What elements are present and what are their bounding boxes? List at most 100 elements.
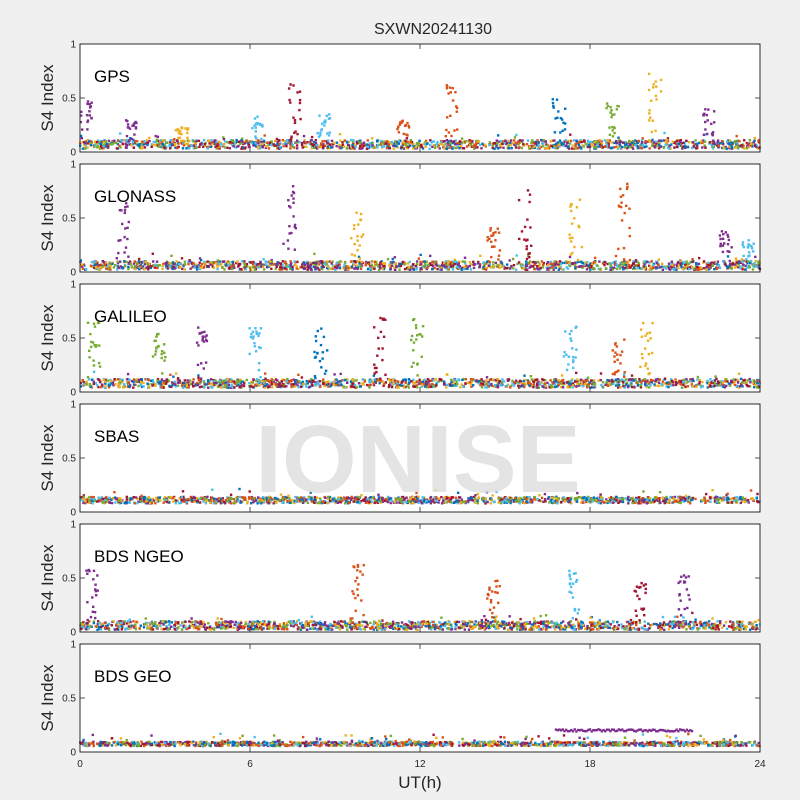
- spike-point: [620, 219, 624, 222]
- spike-point: [314, 335, 317, 338]
- spike-point: [360, 260, 363, 264]
- spike-point: [161, 372, 164, 375]
- data-point: [449, 261, 453, 264]
- data-point: [478, 264, 482, 267]
- data-point: [231, 260, 235, 264]
- data-point: [172, 375, 175, 378]
- data-point: [347, 265, 350, 268]
- data-point: [211, 386, 214, 389]
- spike-point: [154, 353, 157, 356]
- data-point: [458, 266, 462, 270]
- data-point: [396, 380, 400, 383]
- data-point: [621, 266, 625, 269]
- spike-point: [711, 131, 715, 134]
- data-point: [104, 385, 107, 388]
- data-point: [725, 265, 729, 268]
- data-point: [382, 141, 385, 145]
- data-point: [716, 263, 719, 266]
- data-point: [162, 379, 165, 383]
- data-point: [726, 255, 730, 258]
- data-point: [121, 381, 124, 384]
- data-point: [592, 266, 595, 270]
- spike-point: [649, 337, 652, 340]
- data-point: [606, 378, 609, 382]
- spike-point: [568, 236, 572, 240]
- data-point: [405, 137, 409, 140]
- data-point: [650, 140, 653, 143]
- data-point: [391, 257, 394, 261]
- data-point: [578, 384, 581, 387]
- data-point: [169, 145, 172, 148]
- data-point: [229, 380, 232, 383]
- data-point: [631, 146, 634, 149]
- spike-point: [314, 376, 317, 380]
- data-point: [724, 380, 727, 383]
- data-point: [486, 386, 489, 389]
- data-point: [482, 143, 485, 147]
- data-point: [303, 139, 306, 142]
- spike-point: [621, 194, 625, 197]
- data-point: [386, 142, 389, 145]
- data-point: [212, 266, 216, 269]
- data-point: [389, 267, 392, 271]
- data-point: [554, 263, 557, 266]
- data-point: [591, 386, 594, 389]
- data-point: [656, 141, 659, 144]
- data-point: [453, 260, 457, 263]
- data-point: [570, 379, 573, 382]
- data-point: [207, 382, 211, 385]
- data-point: [687, 268, 691, 271]
- data-point: [310, 142, 313, 146]
- data-point: [721, 385, 725, 388]
- spike-point: [253, 117, 257, 120]
- data-point: [463, 256, 467, 259]
- data-point: [340, 383, 343, 386]
- data-point: [305, 380, 308, 383]
- data-point: [222, 138, 226, 141]
- data-point: [672, 384, 675, 387]
- data-point: [440, 141, 443, 144]
- data-point: [735, 261, 738, 264]
- spike-point: [163, 351, 166, 354]
- data-point: [193, 266, 196, 269]
- data-point: [197, 139, 201, 143]
- data-point: [108, 261, 111, 264]
- data-point: [663, 377, 667, 380]
- data-point: [169, 140, 172, 143]
- data-point: [547, 264, 550, 267]
- spike-point: [421, 335, 424, 338]
- data-point: [399, 139, 402, 143]
- data-point: [276, 261, 279, 264]
- data-point: [178, 262, 182, 266]
- spike-point: [254, 141, 257, 145]
- data-point: [697, 262, 701, 266]
- data-point: [262, 143, 265, 147]
- data-point: [204, 263, 207, 266]
- data-point: [650, 260, 653, 263]
- spike-point: [204, 361, 208, 364]
- data-point: [753, 385, 756, 389]
- data-point: [167, 379, 171, 383]
- data-point: [598, 141, 601, 144]
- data-point: [488, 143, 491, 147]
- data-point: [206, 147, 209, 150]
- data-point: [628, 139, 631, 143]
- data-point: [107, 266, 110, 269]
- spike-point: [196, 363, 200, 367]
- spike-point: [554, 142, 558, 146]
- data-point: [125, 260, 128, 263]
- data-point: [440, 142, 443, 145]
- data-point: [291, 145, 295, 149]
- y-tick-label: 0: [70, 148, 76, 159]
- data-point: [519, 379, 522, 383]
- data-point: [546, 381, 549, 385]
- spike-point: [328, 113, 331, 116]
- data-point: [509, 386, 512, 389]
- spike-point: [726, 250, 729, 253]
- data-point: [224, 384, 228, 387]
- spike-point: [323, 372, 327, 375]
- data-point: [174, 385, 178, 388]
- data-point: [635, 140, 639, 143]
- data-point: [695, 262, 698, 265]
- spike-point: [569, 337, 572, 340]
